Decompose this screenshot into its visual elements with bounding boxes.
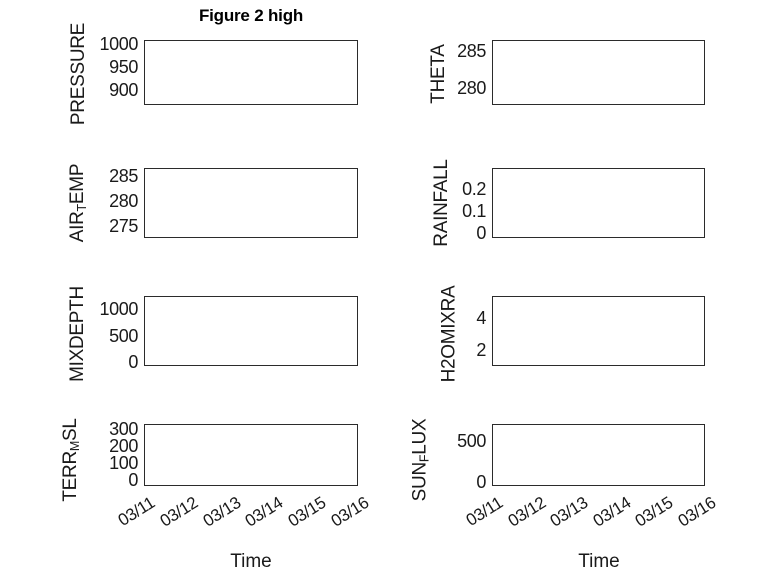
panel-terr-msl-axes <box>144 424 358 486</box>
ytick-label-h2omixra: 4 <box>476 307 486 328</box>
ytick-label-pressure: 1000 <box>99 34 139 55</box>
xtick-label-left-0: 03/11 <box>114 493 159 530</box>
panel-sun-flux-axes <box>492 424 705 486</box>
ytick-label-terr_msl: 200 <box>109 435 138 456</box>
xtick-label-right-2: 03/13 <box>546 493 592 531</box>
xtick-label-left-3: 03/14 <box>242 493 287 531</box>
panel-pressure-axes <box>144 40 358 105</box>
ytick-label-rainfall: 0.1 <box>462 200 486 221</box>
panel-terr-msl <box>144 424 358 486</box>
xtick-label-right-0: 03/11 <box>462 493 507 530</box>
ylabel-terr-msl-text: TERRMSL <box>60 418 82 502</box>
ytick-label-terr_msl: 300 <box>109 418 138 439</box>
ylabel-h2omixra-text: H2OMIXRA <box>438 285 460 383</box>
ylabel-theta: THETA <box>428 19 450 129</box>
panel-rainfall <box>492 168 705 238</box>
panel-pressure <box>144 40 358 105</box>
xlabel-right: Time <box>578 551 620 572</box>
ytick-label-rainfall: 0 <box>476 222 486 243</box>
panel-sun-flux <box>492 424 705 486</box>
xtick-label-right-1: 03/12 <box>504 493 549 531</box>
figure-title: Figure 2 high <box>198 6 304 25</box>
xlabel-left: Time <box>230 551 272 572</box>
xtick-label-left-2: 03/13 <box>199 493 244 531</box>
ylabel-sun-flux: SUNFLUX <box>410 388 432 533</box>
xtick-label-right-4: 03/15 <box>632 493 677 531</box>
ytick-label-air_temp: 275 <box>109 216 138 236</box>
ytick-label-h2omixra: 2 <box>476 340 486 361</box>
xtick-label-left-5: 03/16 <box>327 493 373 531</box>
ytick-label-pressure: 900 <box>109 79 138 100</box>
panel-air-temp-axes <box>144 168 358 238</box>
panel-h2omixra <box>492 296 705 366</box>
panel-theta-axes <box>492 40 705 105</box>
xtick-label-left-4: 03/15 <box>284 493 330 531</box>
ylabel-h2omixra: H2OMIXRA <box>439 262 461 407</box>
ytick-label-theta: 280 <box>457 77 486 98</box>
panel-air-temp <box>144 168 358 238</box>
panel-mixdepth <box>144 296 358 366</box>
panel-theta <box>492 40 705 105</box>
ytick-label-theta: 285 <box>457 40 486 61</box>
panel-rainfall-axes <box>492 168 705 238</box>
ytick-label-mixdepth: 1000 <box>99 299 139 320</box>
ylabel-sun-flux-text: SUNFLUX <box>409 418 432 502</box>
panel-h2omixra-axes <box>492 296 705 366</box>
panel-mixdepth-axes <box>144 296 358 366</box>
ylabel-rainfall: RAINFALL <box>431 138 453 268</box>
xtick-label-left-1: 03/12 <box>156 493 201 531</box>
ytick-label-terr_msl: 100 <box>109 452 138 473</box>
ylabel-mixdepth-text: MIXDEPTH <box>67 286 88 382</box>
ylabel-rainfall-text: RAINFALL <box>431 159 452 247</box>
ylabel-theta-text: THETA <box>428 44 449 104</box>
ytick-label-terr_msl: 0 <box>128 469 138 490</box>
ytick-label-rainfall: 0.2 <box>462 178 486 199</box>
ylabel-air-temp-text: AIRTEMP <box>67 163 89 243</box>
ytick-label-sun_flux: 0 <box>476 471 486 492</box>
ytick-label-air_temp: 285 <box>109 166 138 186</box>
ytick-label-air_temp: 280 <box>109 191 138 211</box>
ytick-label-sun_flux: 500 <box>457 430 486 451</box>
ytick-label-mixdepth: 0 <box>128 351 138 372</box>
ylabel-pressure-text: PRESSURE <box>68 22 89 126</box>
xtick-label-right-5: 03/16 <box>674 493 720 531</box>
ylabel-terr-msl: TERRMSL <box>60 385 82 535</box>
ytick-label-pressure: 950 <box>109 56 138 77</box>
ytick-label-mixdepth: 500 <box>109 325 138 346</box>
xtick-label-right-3: 03/14 <box>589 493 634 531</box>
